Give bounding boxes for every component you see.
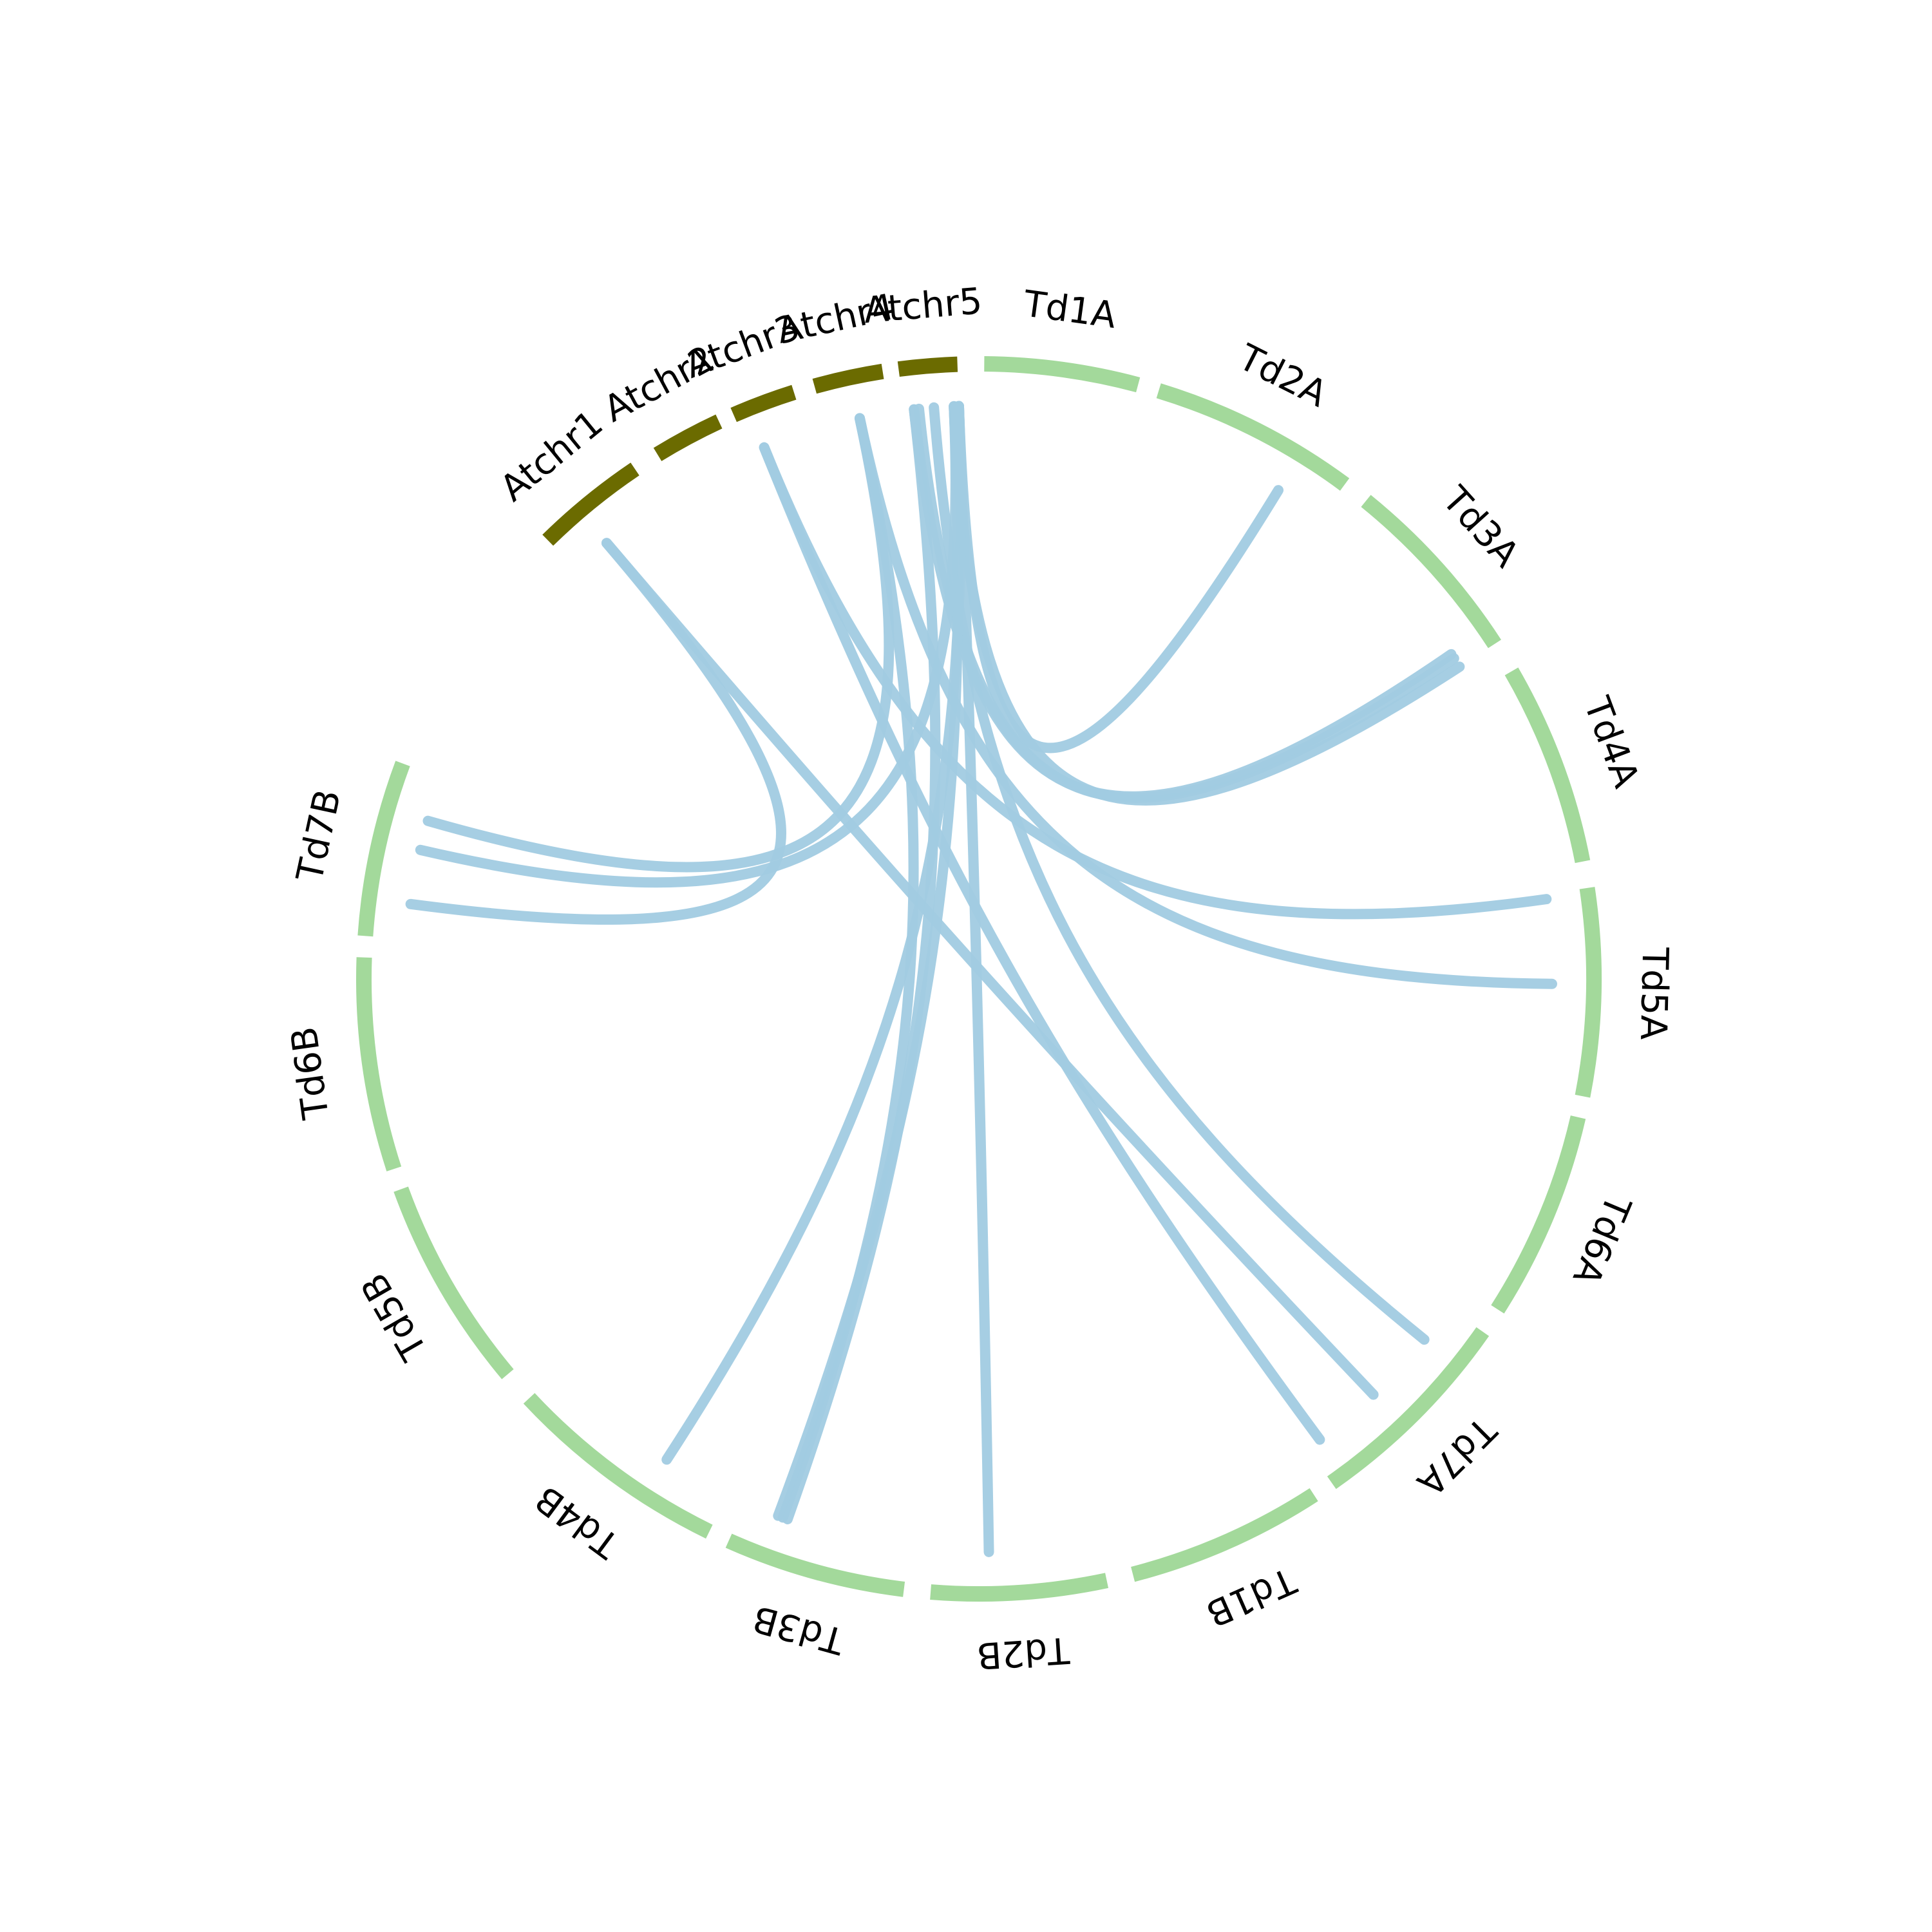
chromosome-label-td3a: Td3A (1434, 478, 1527, 576)
chromosome-label-td4b: Td4B (527, 1477, 627, 1566)
chromosome-label-td1b: Td1B (1200, 1558, 1302, 1634)
chromosome-arc-td7a (1327, 1327, 1490, 1490)
link-atchr1-td7a (601, 538, 1379, 1400)
link-atchr4-td5a (854, 413, 1557, 989)
chromosome-label-td4a: Td4A (1575, 691, 1647, 793)
link-atchr5-td3a (913, 403, 1459, 803)
chromosome-label-td5b: Td5B (353, 1266, 436, 1368)
chromosome-arc-td7b (357, 761, 410, 937)
chromosome-arc-td5a (1575, 887, 1602, 1098)
chromosome-label-atchr5: Atchr5 (862, 280, 984, 332)
chromosome-arc-td3b (725, 1533, 905, 1597)
chromosome-arc-td6b (356, 957, 402, 1171)
chromosome-arcs (356, 356, 1602, 1602)
link-atchr5-td2a (953, 401, 1284, 753)
chromosome-arc-atchr1 (542, 462, 639, 546)
chromosome-arc-td2a (1156, 383, 1350, 491)
chromosome-arc-td4a (1504, 667, 1591, 864)
chromosome-arc-td4b (523, 1393, 713, 1539)
chromosome-arc-atchr5 (897, 356, 958, 377)
link-atchr3-td4a (759, 442, 1552, 920)
link-atchr5-td3a (909, 404, 1457, 802)
links-layer (405, 401, 1557, 1557)
chromosome-label-td1a: Td1A (1021, 283, 1119, 337)
chromosome-label-td2a: Td2A (1231, 336, 1333, 415)
chromosome-arc-atchr2 (653, 414, 723, 461)
link-atchr4-td3b (777, 413, 919, 1523)
chromosome-label-td6b: Td6B (283, 1024, 338, 1122)
chromosome-arc-atchr4 (812, 363, 884, 394)
link-atchr4-td7b (422, 413, 895, 873)
chromosome-arc-td1a (984, 356, 1141, 393)
chromosome-arc-td1b (1131, 1488, 1318, 1582)
chromosome-arc-td5b (393, 1186, 514, 1379)
chromosome-arc-atchr3 (730, 384, 797, 422)
chromosome-label-td5a: Td5A (1632, 946, 1676, 1040)
link-atchr5-td4b (661, 401, 966, 1465)
link-atchr5-td7b (415, 401, 961, 888)
chromosome-label-td7a: Td7A (1409, 1408, 1504, 1504)
link-atchr3-td1b (759, 442, 1325, 1445)
chromosome-arc-td3a (1361, 495, 1501, 649)
chromosome-label-td2b: Td2B (976, 1629, 1072, 1676)
chromosome-label-td3b: Td3B (748, 1597, 849, 1662)
chromosome-arc-td2b (930, 1573, 1109, 1602)
chromosome-arc-td6a (1491, 1115, 1586, 1314)
chromosome-label-td6a: Td6A (1564, 1189, 1639, 1291)
chromosome-label-td7b: Td7B (289, 786, 349, 886)
link-atchr5-td3b (782, 404, 941, 1524)
link-atchr5-td6a (929, 402, 1430, 1345)
link-atchr5-td2b (953, 401, 994, 1557)
